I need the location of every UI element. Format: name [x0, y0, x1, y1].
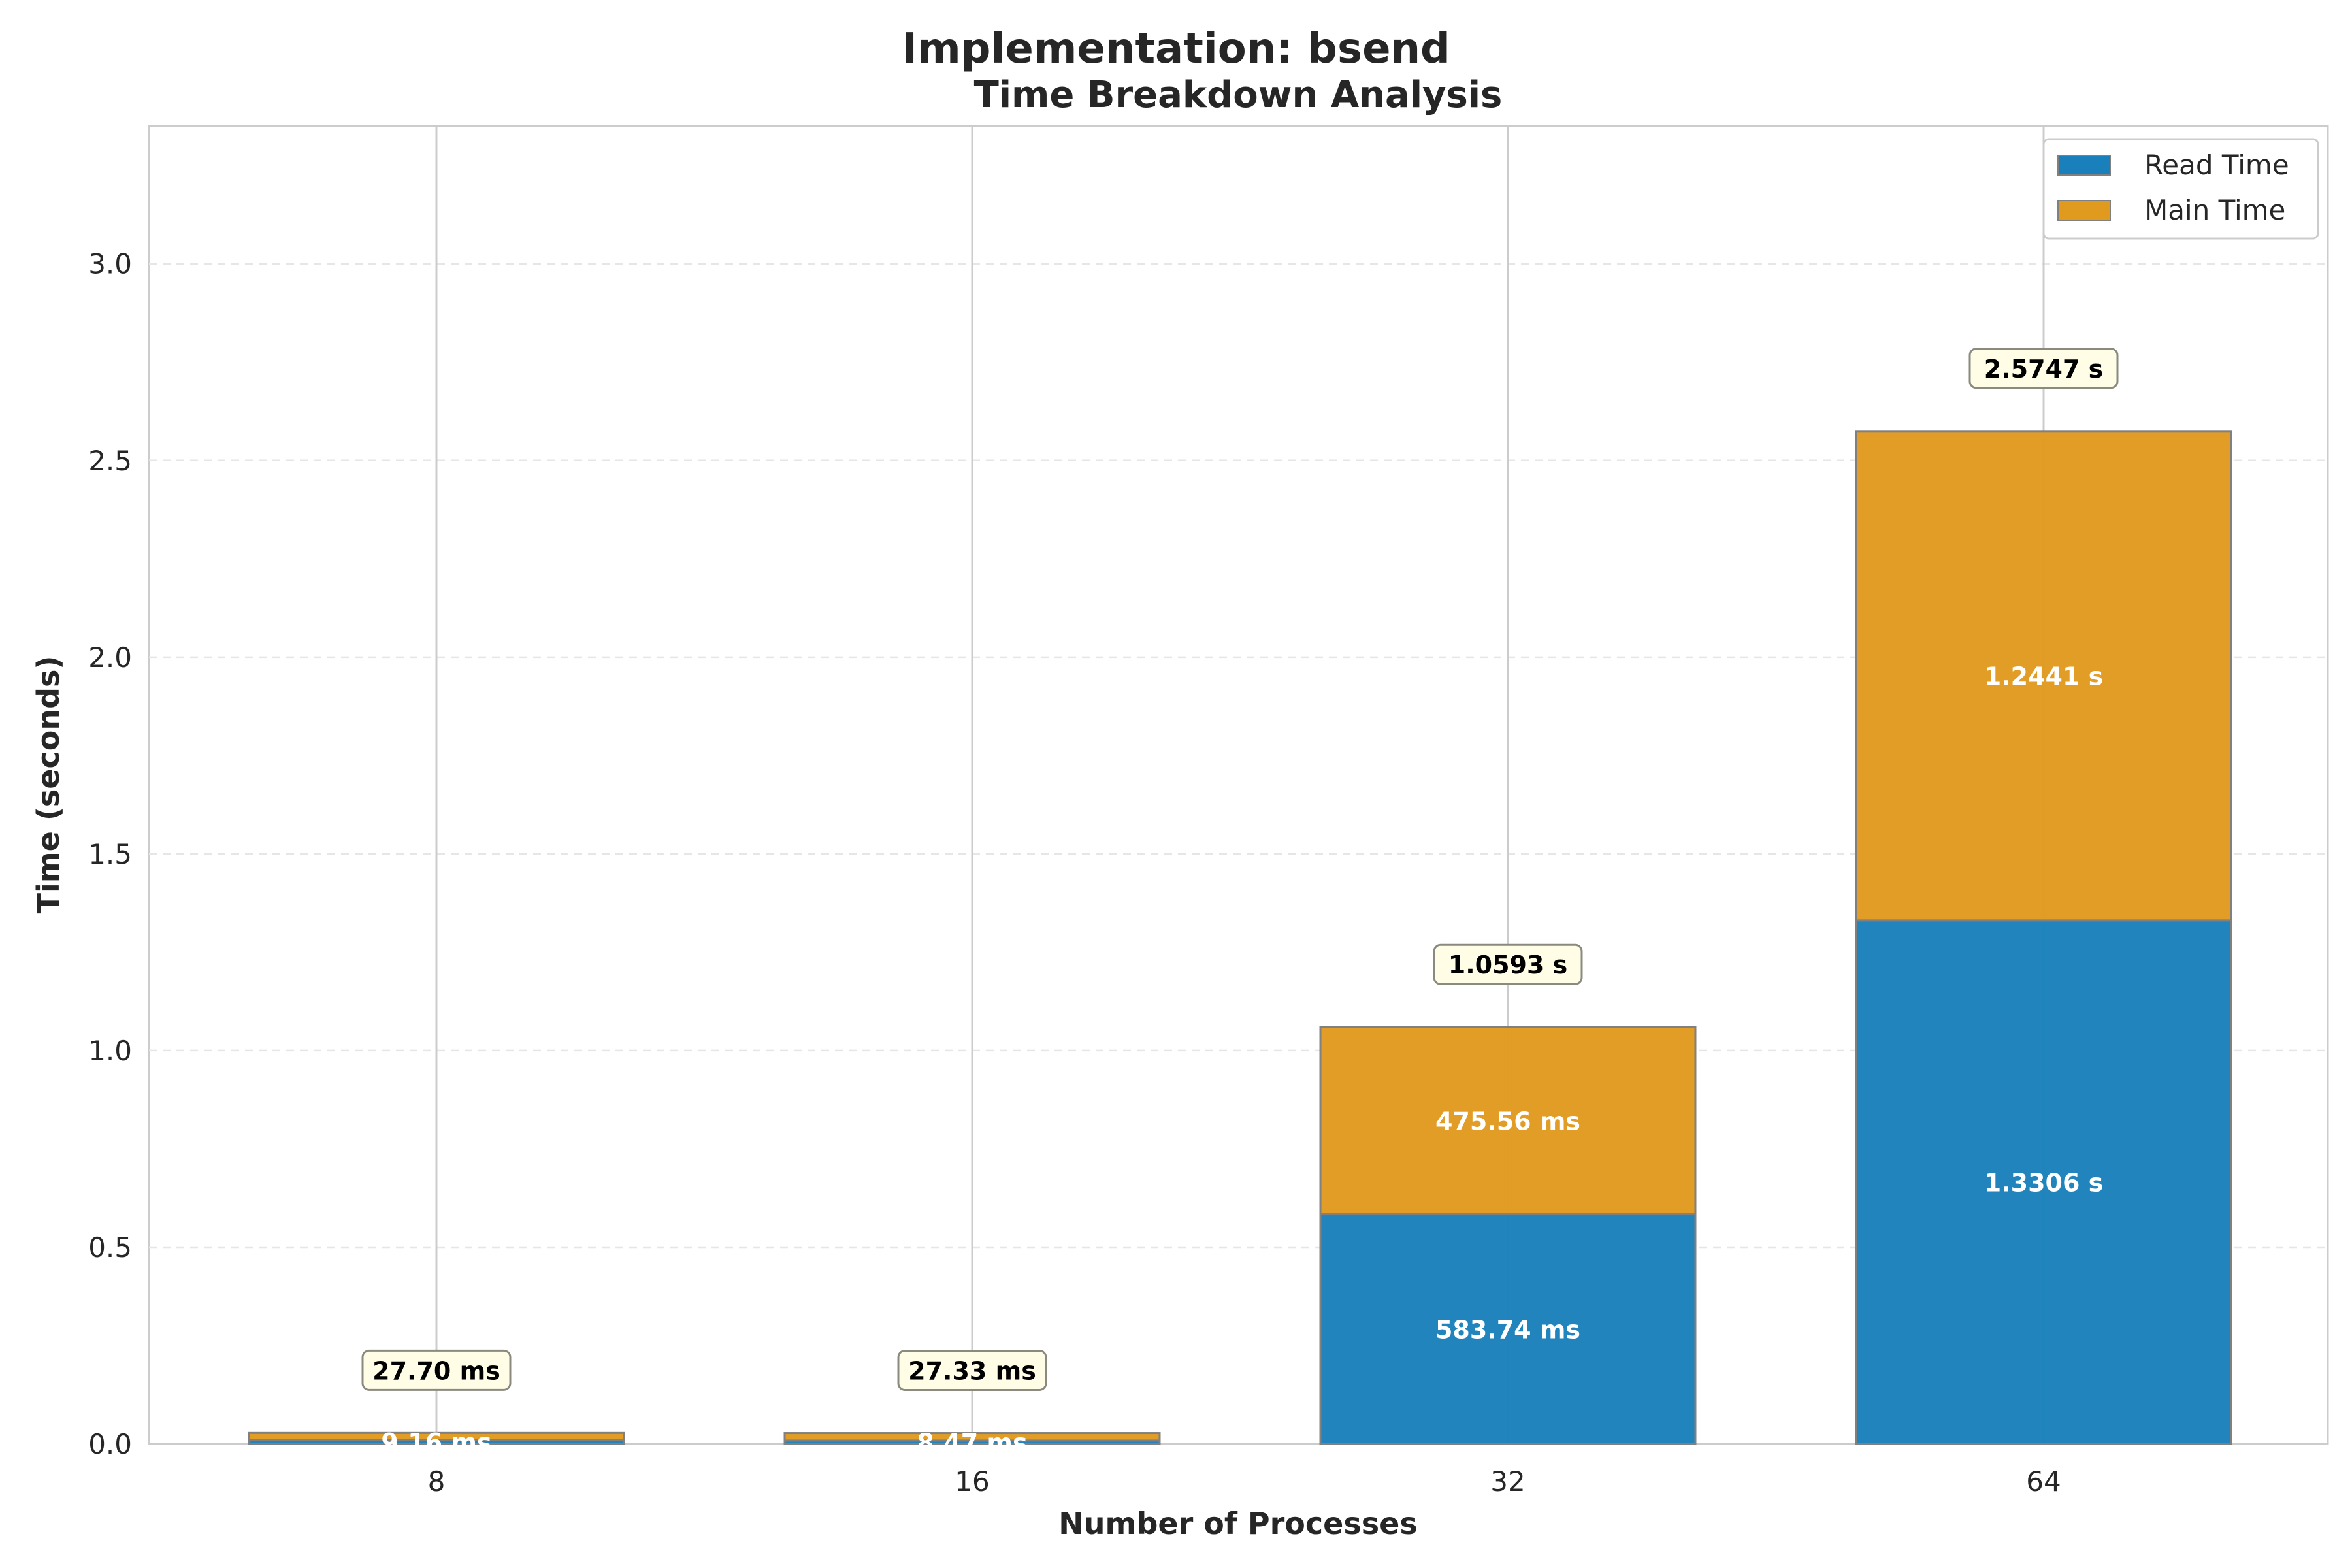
legend: Read Time Main Time: [2042, 138, 2319, 240]
total-annotation: 27.33 ms: [897, 1350, 1047, 1392]
y-tick-label: 2.0: [88, 642, 132, 674]
legend-box: [2042, 138, 2319, 240]
x-tick-label: 32: [1490, 1465, 1525, 1497]
x-tick-label: 16: [955, 1465, 989, 1497]
total-value-label: 2.5747 s: [1984, 355, 2104, 384]
x-axis-label: Number of Processes: [1058, 1506, 1417, 1541]
total-annotation: 2.5747 s: [1968, 348, 2119, 389]
total-annotation-box: [361, 1349, 512, 1391]
segment-value-label: 475.56 ms: [1435, 1107, 1580, 1135]
segment-value-label: 1.3306 s: [1984, 1168, 2104, 1197]
chart-title: Implementation: bsend: [902, 25, 1450, 73]
legend-swatch-read-time: [2057, 155, 2111, 176]
total-annotation-box: [1433, 943, 1583, 985]
legend-swatch-main-time: [2057, 200, 2111, 221]
y-tick-label: 0.0: [88, 1428, 132, 1460]
total-annotation-box: [897, 1350, 1047, 1392]
total-annotation: 1.0593 s: [1433, 943, 1583, 985]
bar-main-time: [1855, 430, 2232, 922]
segment-value-label: 9.16 ms: [381, 1428, 491, 1457]
y-tick-label: 1.0: [88, 1035, 132, 1067]
y-tick-label: 3.0: [88, 248, 132, 280]
total-annotation: 27.70 ms: [361, 1349, 512, 1391]
y-axis-label: Time (seconds): [31, 656, 66, 914]
segment-value-label: 1.2441 s: [1984, 662, 2104, 691]
total-value-label: 1.0593 s: [1448, 951, 1568, 979]
x-tick-label: 64: [2026, 1465, 2061, 1497]
y-tick-label: 2.5: [88, 445, 132, 477]
y-tick-label: 0.5: [88, 1232, 132, 1264]
plot-area-frame: [148, 125, 2329, 1445]
chart-subtitle: Time Breakdown Analysis: [974, 74, 1503, 116]
bar-main-time: [783, 1432, 1161, 1442]
bar-main-time: [1319, 1026, 1697, 1216]
total-annotation-box: [1968, 348, 2119, 389]
bars-layer: [248, 430, 2232, 1445]
labels-layer: 9.16 ms 27.70 ms 8.47 ms 27.33 ms 583.74 ms 4…: [361, 348, 2119, 1457]
legend-label-read-time: Read Time: [2144, 149, 2289, 181]
segment-value-label: 583.74 ms: [1435, 1315, 1580, 1344]
x-tick-label: 8: [428, 1465, 446, 1497]
ticks-layer: 0.0 0.5 1.0 1.5 2.0 2.5 3.0 8 16 32 64: [88, 248, 2061, 1497]
bar-read-time: [1855, 919, 2232, 1445]
total-value-label: 27.33 ms: [908, 1357, 1036, 1386]
legend-label-main-time: Main Time: [2144, 194, 2285, 226]
total-value-label: 27.70 ms: [372, 1356, 500, 1385]
bar-main-time: [248, 1431, 625, 1441]
y-tick-label: 1.5: [88, 838, 132, 870]
segment-value-label: 8.47 ms: [917, 1428, 1027, 1457]
